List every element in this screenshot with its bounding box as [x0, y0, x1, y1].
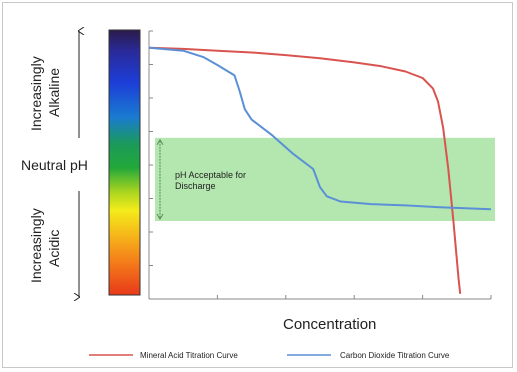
chart-frame: Increasingly Alkaline Neutral pH Increas… [2, 2, 513, 368]
series-line-mineral-acid [148, 46, 462, 294]
legend-label-co2: Carbon Dioxide Titration Curve [340, 351, 450, 360]
acidic-label-line1: Increasingly [28, 208, 44, 283]
band-arrow-head-bottom [156, 213, 164, 220]
band-label-line-1: pH Acceptable for [175, 170, 246, 180]
x-axis-label: Concentration [283, 316, 376, 333]
alkaline-label-line1: Increasingly [28, 56, 44, 131]
legend: Mineral Acid Titration Curve Carbon Diox… [89, 351, 450, 360]
band-arrow-head-top [156, 138, 164, 146]
titration-chart: Increasingly Alkaline Neutral pH Increas… [21, 3, 495, 360]
series-line-carbon-dioxide [148, 46, 492, 211]
ph-color-scale [108, 29, 141, 296]
legend-label-mineral: Mineral Acid Titration Curve [140, 351, 238, 360]
acidic-label-line2: Acidic [46, 230, 62, 267]
band-label-line-2: Discharge [175, 181, 216, 191]
alkaline-label-line2: Alkaline [46, 68, 62, 117]
neutral-ph-label: Neutral pH [21, 157, 88, 173]
